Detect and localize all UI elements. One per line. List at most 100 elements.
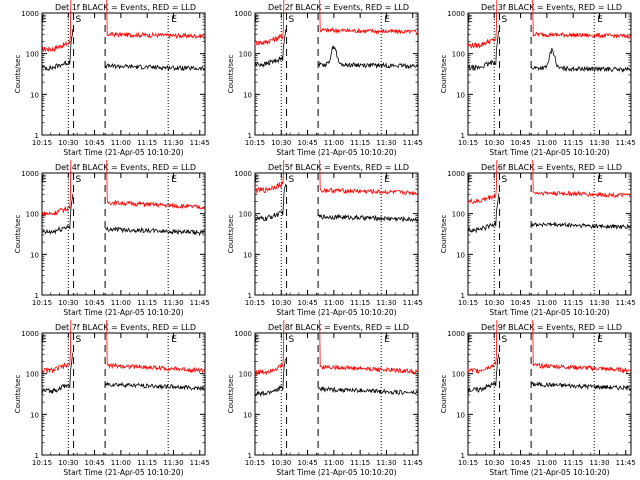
marker-S: S [76, 335, 82, 345]
y-tick-label: 1000 [447, 10, 465, 18]
series-line-lld-0 [467, 320, 498, 375]
series-events [41, 352, 205, 394]
x-tick-label: 10:30 [58, 139, 78, 147]
series-events [467, 30, 632, 73]
series-line-events-1 [105, 381, 205, 392]
x-tick-label: 11:00 [537, 139, 557, 147]
chart-title: Det 4f BLACK = Events, RED = LLD [55, 163, 196, 172]
y-axis-label: Counts/sec [14, 215, 22, 254]
series-line-lld-1 [532, 320, 631, 374]
x-tick-label: 11:45 [403, 139, 423, 147]
series-line-events-0 [254, 359, 286, 398]
plot-frame [254, 12, 419, 136]
plot-frame [41, 172, 206, 296]
y-tick-label: 1000 [21, 170, 39, 178]
x-tick-label: 11:30 [163, 459, 183, 467]
marker-E-end: E [597, 335, 603, 345]
x-tick-label: 10:45 [84, 299, 104, 307]
x-tick-label: 11:15 [350, 139, 370, 147]
x-tick-label: 10:15 [32, 139, 52, 147]
y-tick-label: 1 [461, 132, 465, 140]
x-tick-label: 10:30 [271, 299, 291, 307]
marker-S: S [502, 335, 508, 345]
marker-E-end: E [384, 15, 390, 25]
x-tick-label: 10:30 [271, 459, 291, 467]
series-line-events-1 [318, 213, 419, 222]
chart-svg-8f: Det 8f BLACK = Events, RED = LLD 1 10 100 10… [227, 320, 423, 477]
series-line-lld-1 [532, 160, 631, 199]
chart-title: Det 3f BLACK = Events, RED = LLD [481, 3, 622, 12]
series-line-lld-1 [532, 0, 631, 39]
series-lld [41, 0, 205, 53]
y-tick-label: 1 [461, 452, 465, 460]
x-tick-label: 11:15 [350, 459, 370, 467]
y-tick-label: 100 [239, 51, 252, 59]
series-line-lld-1 [106, 160, 205, 210]
y-tick-label: 1 [248, 292, 252, 300]
series-lld [41, 160, 205, 218]
series-line-lld-0 [254, 320, 285, 376]
x-tick-label: 10:15 [32, 299, 52, 307]
x-tick-label: 10:30 [484, 459, 504, 467]
x-tick-label: 11:00 [111, 459, 131, 467]
series-line-events-1 [531, 381, 632, 391]
series-line-events-1 [318, 385, 419, 396]
marker-E-start: E [41, 15, 47, 25]
x-tick-label: 11:45 [616, 139, 636, 147]
x-tick-label: 10:45 [510, 139, 530, 147]
marker-E-start: E [254, 335, 260, 345]
series-events [254, 183, 419, 222]
y-axis-label: Counts/sec [14, 55, 22, 94]
chart-panel-4f: Det 4f BLACK = Events, RED = LLD 1 10 100 10… [0, 160, 213, 320]
marker-E-end: E [597, 15, 603, 25]
y-tick-label: 1 [248, 452, 252, 460]
x-tick-label: 10:45 [297, 299, 317, 307]
chart-title: Det 9f BLACK = Events, RED = LLD [481, 323, 622, 332]
series-line-lld-0 [467, 160, 498, 204]
series-line-events-0 [41, 352, 74, 394]
marker-S: S [289, 335, 295, 345]
y-tick-label: 100 [452, 51, 465, 59]
y-tick-label: 1000 [447, 330, 465, 338]
series-line-events-1 [105, 226, 205, 237]
chart-title: Det 5f BLACK = Events, RED = LLD [268, 163, 409, 172]
y-tick-label: 10 [456, 91, 465, 99]
chart-svg-5f: Det 5f BLACK = Events, RED = LLD 1 10 100 10… [227, 160, 423, 317]
chart-svg-3f: Det 3f BLACK = Events, RED = LLD 1 10 100 10… [440, 0, 636, 157]
x-tick-label: 10:15 [458, 299, 478, 307]
series-line-lld-1 [106, 0, 205, 40]
series-line-events-0 [41, 193, 74, 235]
series-line-events-1 [318, 44, 419, 70]
plot-frame [254, 172, 419, 296]
x-tick-label: 10:30 [58, 459, 78, 467]
x-tick-label: 11:30 [589, 459, 609, 467]
x-tick-label: 11:15 [350, 299, 370, 307]
chart-panel-1f: Det 1f BLACK = Events, RED = LLD 1 10 100 10… [0, 0, 213, 160]
chart-title: Det 2f BLACK = Events, RED = LLD [268, 3, 409, 12]
series-lld [467, 320, 631, 375]
x-tick-label: 11:30 [376, 139, 396, 147]
y-axis-label: Counts/sec [440, 55, 448, 94]
series-line-events-1 [531, 221, 632, 230]
x-tick-label: 11:30 [589, 139, 609, 147]
x-tick-label: 10:45 [84, 139, 104, 147]
marker-E-start: E [254, 175, 260, 185]
x-tick-label: 11:30 [376, 299, 396, 307]
chart-panel-2f: Det 2f BLACK = Events, RED = LLD 1 10 100 10… [213, 0, 426, 160]
y-tick-label: 1 [35, 292, 39, 300]
x-tick-label: 10:15 [245, 139, 265, 147]
series-line-lld-0 [254, 0, 285, 46]
x-axis-label: Start Time (21-Apr-05 10:10:20) [276, 308, 396, 317]
chart-svg-1f: Det 1f BLACK = Events, RED = LLD 1 10 100 10… [14, 0, 210, 157]
series-line-lld-0 [41, 320, 72, 375]
y-tick-label: 10 [30, 411, 39, 419]
y-tick-label: 1000 [21, 10, 39, 18]
x-tick-label: 10:45 [84, 459, 104, 467]
series-events [254, 28, 419, 70]
marker-S: S [502, 15, 508, 25]
series-line-events-1 [105, 63, 206, 72]
y-tick-label: 1000 [447, 170, 465, 178]
marker-E-start: E [467, 175, 473, 185]
y-tick-label: 1 [248, 132, 252, 140]
